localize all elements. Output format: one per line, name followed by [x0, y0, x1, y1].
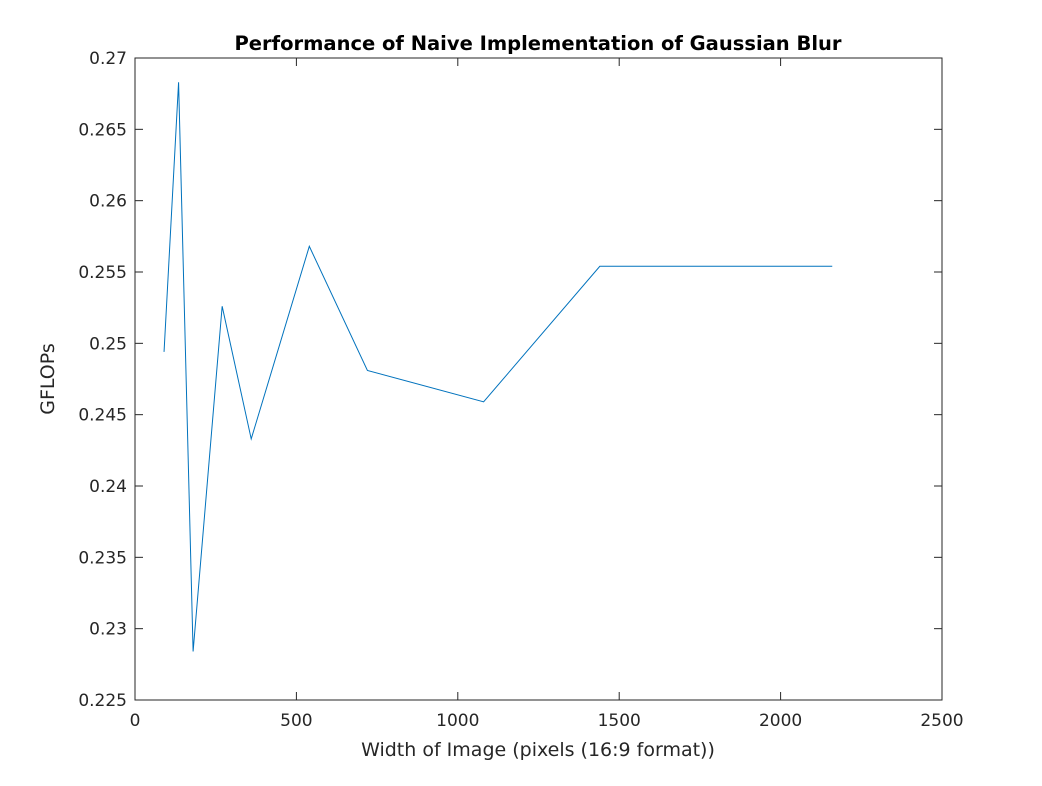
y-tick-label: 0.245 — [78, 406, 127, 426]
x-tick-label: 0 — [130, 711, 141, 731]
y-tick-label: 0.26 — [89, 192, 127, 212]
x-axis-label: Width of Image (pixels (16:9 format)) — [361, 739, 715, 761]
x-tick-layer: 0 500 1000 1500 2000 2500 — [130, 58, 964, 731]
plot-area-background — [135, 58, 942, 700]
x-tick-label: 1000 — [436, 711, 479, 731]
x-tick-label: 2500 — [920, 711, 963, 731]
y-tick-label: 0.24 — [89, 477, 127, 497]
y-tick-label: 0.25 — [89, 334, 127, 354]
y-tick-label: 0.235 — [78, 548, 127, 568]
y-tick-label: 0.225 — [78, 691, 127, 711]
x-tick-label: 1500 — [598, 711, 641, 731]
chart-title: Performance of Naive Implementation of G… — [234, 32, 841, 55]
y-tick-layer: 0.225 0.23 0.235 0.24 0.245 0.25 0.255 0.26 0.26… — [78, 49, 942, 711]
axes-box — [134, 57, 943, 701]
axes-layer — [134, 57, 943, 701]
y-tick-label: 0.23 — [89, 620, 127, 640]
y-tick-label: 0.255 — [78, 263, 127, 283]
x-tick-label: 500 — [280, 711, 312, 731]
y-tick-label: 0.265 — [78, 120, 127, 140]
x-tick-label: 2000 — [759, 711, 802, 731]
y-tick-label: 0.27 — [89, 49, 127, 69]
series-layer — [163, 82, 833, 652]
series-line — [163, 82, 833, 652]
y-axis-label: GFLOPs — [37, 343, 59, 415]
